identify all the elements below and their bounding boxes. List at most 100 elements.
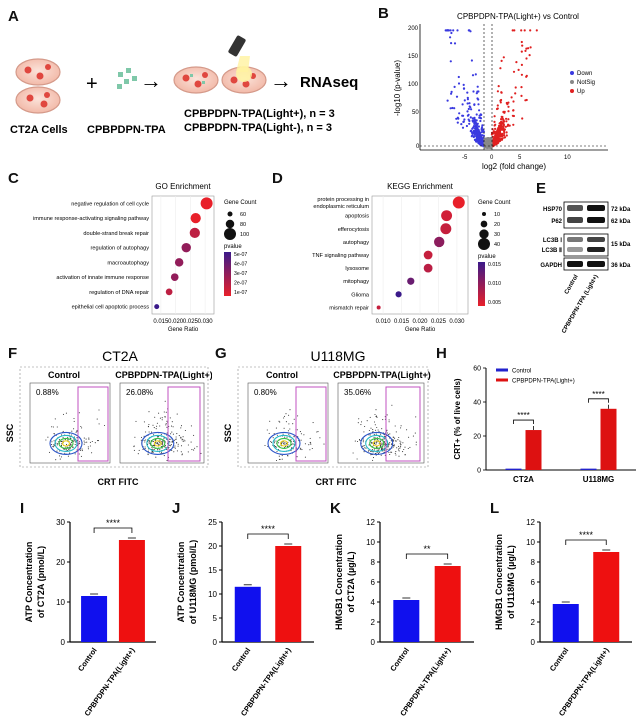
volcano-point (500, 91, 503, 94)
flow-event (145, 431, 147, 433)
flow-event (84, 441, 86, 443)
flow-event (73, 436, 76, 438)
volcano-point (467, 113, 470, 116)
flow-event (359, 439, 361, 442)
volcano-point (475, 113, 478, 116)
volcano-ylabel: -log10 (p-value) (393, 60, 402, 116)
flow-event (161, 419, 163, 421)
volcano-point (501, 137, 504, 140)
volcano-point (520, 29, 523, 32)
volcano-point (470, 108, 473, 111)
flow-event (397, 439, 399, 441)
bar-ytick-label: 20 (208, 542, 217, 551)
volcano-point (520, 73, 523, 76)
flow-event (360, 424, 362, 426)
volcano-point (506, 103, 509, 106)
volcano-point (470, 129, 473, 132)
flow-event (370, 427, 372, 429)
flow-event (183, 439, 185, 441)
panel-j-atp-u118mg-bar-chart: 0 5 10 15 20 25 ATP Concentration of U118MG (pm… (176, 518, 314, 718)
blot-kda-p62: 62 kDa (611, 219, 631, 225)
flow-event (160, 451, 163, 453)
flow-event (371, 448, 373, 451)
flow-event (369, 439, 371, 441)
flow-event (159, 425, 161, 427)
flow-event (264, 444, 266, 447)
flow-density-contour (54, 434, 78, 452)
flow-event (168, 438, 171, 440)
h-bar (525, 430, 542, 470)
volcano-point (505, 120, 508, 123)
flow-event (354, 440, 356, 442)
flow-event (170, 438, 172, 440)
volcano-point (477, 125, 480, 128)
bar (81, 596, 108, 642)
bar-ytick-label: 4 (531, 598, 536, 607)
flow-event (73, 440, 75, 442)
flow-event (191, 449, 193, 451)
volcano-point (479, 136, 482, 139)
flow-event (68, 433, 70, 435)
size-legend-dot (478, 238, 490, 250)
volcano-ytick-0: 0 (416, 144, 420, 150)
volcano-point (471, 134, 474, 137)
flow-event (296, 456, 298, 458)
flow-event (65, 412, 67, 414)
flow-event (76, 449, 78, 451)
flow-event (168, 447, 170, 449)
panel-e-western-blot: HSP70 72 kDa P62 62 kDa LC3B Ⅰ 15 kDa LC… (540, 201, 631, 335)
color-legend-bar (478, 262, 485, 306)
flow-event (278, 420, 280, 422)
size-legend-title: Gene Count (224, 200, 257, 206)
flow-event (388, 419, 390, 421)
flow-event (356, 458, 358, 460)
flow-event (170, 425, 173, 427)
flow-event (370, 454, 372, 456)
flow-event (70, 444, 72, 446)
flow-g-sub1: Control (266, 370, 298, 380)
flow-event (78, 443, 80, 445)
flow-event (386, 414, 388, 416)
flow-event (180, 437, 182, 439)
volcano-point (466, 110, 469, 113)
flow-event (389, 441, 391, 444)
flow-event (375, 429, 377, 431)
dotplot-point (423, 263, 433, 273)
dotplot-term-label: Glioma (351, 292, 370, 298)
flow-event (363, 431, 365, 433)
panel-label-a: A (8, 8, 19, 25)
volcano-point (475, 128, 479, 131)
dotplot-point (154, 304, 160, 310)
volcano-point (483, 142, 486, 145)
bar-sig-bracket (405, 553, 449, 559)
flow-event (378, 430, 380, 432)
volcano-point (488, 141, 491, 144)
blot-label-lc3b1: LC3B Ⅰ (543, 237, 562, 244)
flow-event (282, 442, 284, 444)
flow-event (59, 458, 61, 460)
volcano-point (529, 29, 532, 32)
flow-event (390, 443, 392, 446)
flow-event (378, 442, 380, 444)
h-legend-label: CPBPDPN-TPA(Light+) (512, 379, 575, 385)
flow-event (56, 426, 58, 428)
bar-ylabel-line2: of CT2A (pmol/L) (36, 546, 46, 618)
volcano-point (478, 116, 481, 119)
volcano-point (458, 112, 461, 115)
drug-molecules (117, 68, 137, 89)
treated-dish-1 (173, 66, 219, 94)
bar-ytick-label: 10 (56, 598, 65, 607)
ct2a-cells-label: CT2A Cells (10, 124, 68, 136)
panel-i-atp-ct2a-bar-chart: 0 10 20 30 ATP Concentration of CT2A (pmol/L)… (24, 518, 156, 718)
volcano-point (449, 36, 452, 39)
flow-event (323, 443, 325, 445)
flow-event (375, 433, 377, 435)
flow-event (377, 429, 379, 431)
volcano-point (493, 115, 496, 118)
size-legend-label: 80 (240, 222, 246, 228)
flow-event (155, 443, 157, 445)
panel-h-crt-bar-chart: 0 20 40 60 CRT+ (% of live cells) CT2A **** U11… (453, 366, 636, 484)
flow-event (276, 434, 278, 436)
legend-notsig: NotSig (577, 80, 595, 86)
band-lc3b2-treated (587, 247, 605, 252)
